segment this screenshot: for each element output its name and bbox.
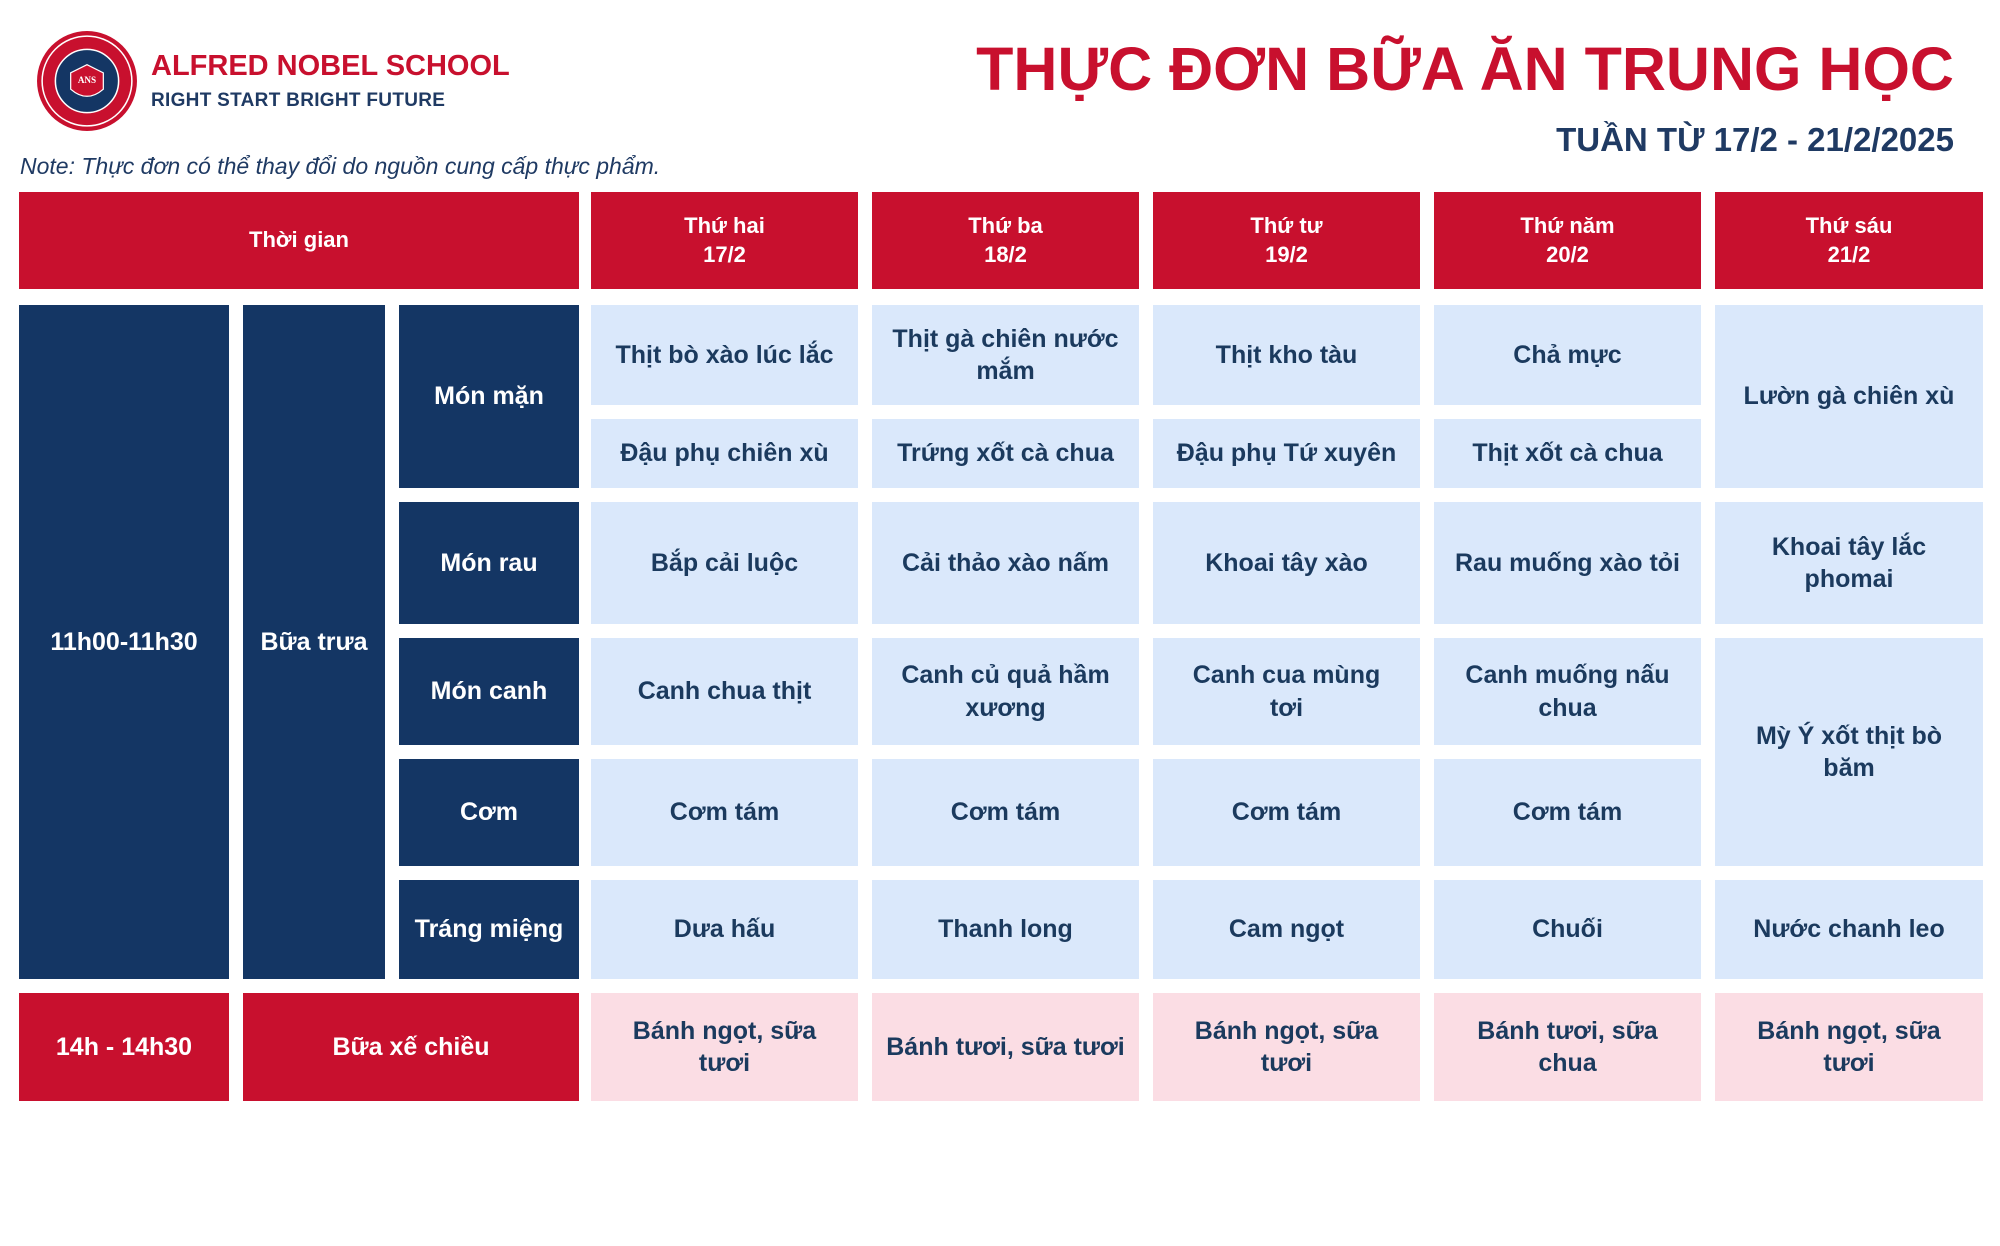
menu-cell: Chuối: [1434, 880, 1701, 979]
snack-cell: Bánh ngọt, sữa tươi: [1715, 993, 1983, 1101]
menu-cell: Khoai tây lắc phomai: [1715, 502, 1983, 624]
menu-cell: Thanh long: [872, 880, 1139, 979]
menu-cell: Khoai tây xào: [1153, 502, 1420, 624]
menu-cell: Nước chanh leo: [1715, 880, 1983, 979]
snack-meal: Bữa xế chiều: [243, 993, 579, 1101]
category-soup: Món canh: [399, 638, 579, 745]
menu-cell: Mỳ Ý xốt thịt bò băm: [1715, 638, 1983, 866]
menu-cell: Rau muống xào tỏi: [1434, 502, 1701, 624]
menu-cell: Canh muống nấu chua: [1434, 638, 1701, 745]
day-header-tue: Thứ ba 18/2: [872, 192, 1139, 289]
menu-cell: Đậu phụ chiên xù: [591, 419, 858, 488]
note-text: Note: Thực đơn có thể thay đổi do nguồn …: [20, 153, 661, 179]
snack-cell: Bánh ngọt, sữa tươi: [1153, 993, 1420, 1101]
category-dessert: Tráng miệng: [399, 880, 579, 979]
menu-cell: Đậu phụ Tứ xuyên: [1153, 419, 1420, 488]
day-header-fri: Thứ sáu 21/2: [1715, 192, 1983, 289]
school-name: ALFRED NOBEL SCHOOL: [151, 50, 510, 82]
menu-cell: Thịt gà chiên nước mắm: [872, 305, 1139, 405]
menu-cell: Thịt xốt cà chua: [1434, 419, 1701, 488]
menu-cell: Cải thảo xào nấm: [872, 502, 1139, 624]
day-header-wed: Thứ tư 19/2: [1153, 192, 1420, 289]
lunch-meal: Bữa trưa: [243, 305, 385, 979]
snack-cell: Bánh tươi, sữa chua: [1434, 993, 1701, 1101]
snack-cell: Bánh tươi, sữa tươi: [872, 993, 1139, 1101]
menu-cell: Cơm tám: [591, 759, 858, 866]
school-motto: RIGHT START BRIGHT FUTURE: [151, 90, 446, 111]
svg-text:ANS: ANS: [78, 75, 96, 85]
day-header-mon: Thứ hai 17/2: [591, 192, 858, 289]
menu-cell: Canh chua thịt: [591, 638, 858, 745]
menu-cell: Cam ngọt: [1153, 880, 1420, 979]
menu-cell: Lườn gà chiên xù: [1715, 305, 1983, 488]
menu-cell: Cơm tám: [1153, 759, 1420, 866]
menu-cell: Trứng xốt cà chua: [872, 419, 1139, 488]
menu-cell: Bắp cải luộc: [591, 502, 858, 624]
category-main: Món mặn: [399, 305, 579, 488]
snack-time: 14h - 14h30: [19, 993, 229, 1101]
menu-cell: Canh cua mùng tơi: [1153, 638, 1420, 745]
day-header-thu: Thứ năm 20/2: [1434, 192, 1701, 289]
page-title: THỰC ĐƠN BỮA ĂN TRUNG HỌC: [976, 35, 1954, 103]
menu-cell: Thịt bò xào lúc lắc: [591, 305, 858, 405]
menu-cell: Cơm tám: [1434, 759, 1701, 866]
category-veg: Món rau: [399, 502, 579, 624]
time-header: Thời gian: [19, 192, 579, 289]
menu-cell: Chả mực: [1434, 305, 1701, 405]
menu-cell: Dưa hấu: [591, 880, 858, 979]
category-rice: Cơm: [399, 759, 579, 866]
menu-cell: Canh củ quả hầm xương: [872, 638, 1139, 745]
school-logo: ANS: [37, 31, 137, 131]
week-label: TUẦN TỪ 17/2 - 21/2/2025: [1556, 121, 1954, 158]
menu-cell: Cơm tám: [872, 759, 1139, 866]
menu-cell: Thịt kho tàu: [1153, 305, 1420, 405]
lunch-time: 11h00-11h30: [19, 305, 229, 979]
snack-cell: Bánh ngọt, sữa tươi: [591, 993, 858, 1101]
